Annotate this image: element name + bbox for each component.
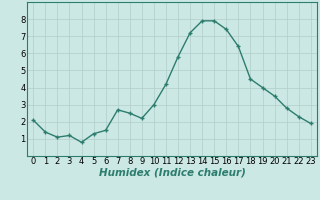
X-axis label: Humidex (Indice chaleur): Humidex (Indice chaleur) [99, 168, 245, 178]
